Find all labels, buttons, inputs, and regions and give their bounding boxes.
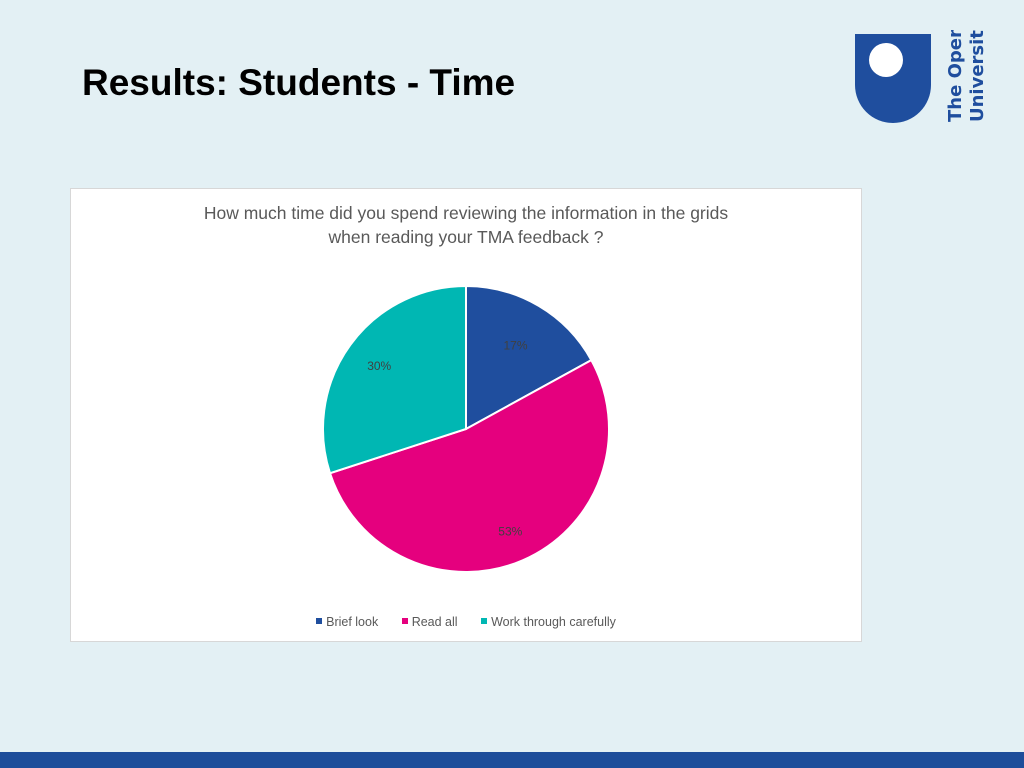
pie-slice-brief-look xyxy=(465,284,593,431)
chart-title-line-2: when reading your TMA feedback ? xyxy=(328,227,604,247)
chart-title-line-1: How much time did you spend reviewing th… xyxy=(203,203,729,223)
slide-title: Results: Students - Time xyxy=(82,62,516,103)
footer-bar xyxy=(0,752,1024,768)
data-label-read-all: 53% xyxy=(498,524,522,538)
logo-circle-icon xyxy=(869,43,903,77)
legend-label-brief-look: Brief look xyxy=(326,615,379,629)
pie-slice-read-all xyxy=(328,358,610,573)
data-label-brief-look: 17% xyxy=(503,338,527,352)
chart-panel: How much time did you spend reviewing th… xyxy=(70,188,862,642)
legend-swatch-work-through-carefully xyxy=(481,618,488,624)
legend-item-brief-look: Brief look xyxy=(316,615,378,629)
legend-label-work-through-carefully: Work through carefully xyxy=(491,615,616,629)
legend-item-work-through-carefully: Work through carefully xyxy=(481,615,616,629)
data-label-work-through-carefully: 30% xyxy=(367,359,391,373)
legend-label-read-all: Read all xyxy=(411,615,458,629)
pie-slice-work-through-carefully xyxy=(322,284,467,475)
open-university-logo: The Open University xyxy=(855,30,988,123)
chart-title: How much time did you spend reviewing th… xyxy=(71,201,861,249)
legend-item-read-all: Read all xyxy=(401,615,458,629)
chart-legend: Brief look Read all Work through careful… xyxy=(71,615,861,629)
logo-text-line2: University xyxy=(967,30,988,122)
pie-chart: 17% 53% 30% xyxy=(322,284,610,573)
legend-swatch-brief-look xyxy=(316,618,323,624)
logo-text-line1: The Open xyxy=(945,30,966,122)
legend-swatch-read-all xyxy=(401,618,408,624)
